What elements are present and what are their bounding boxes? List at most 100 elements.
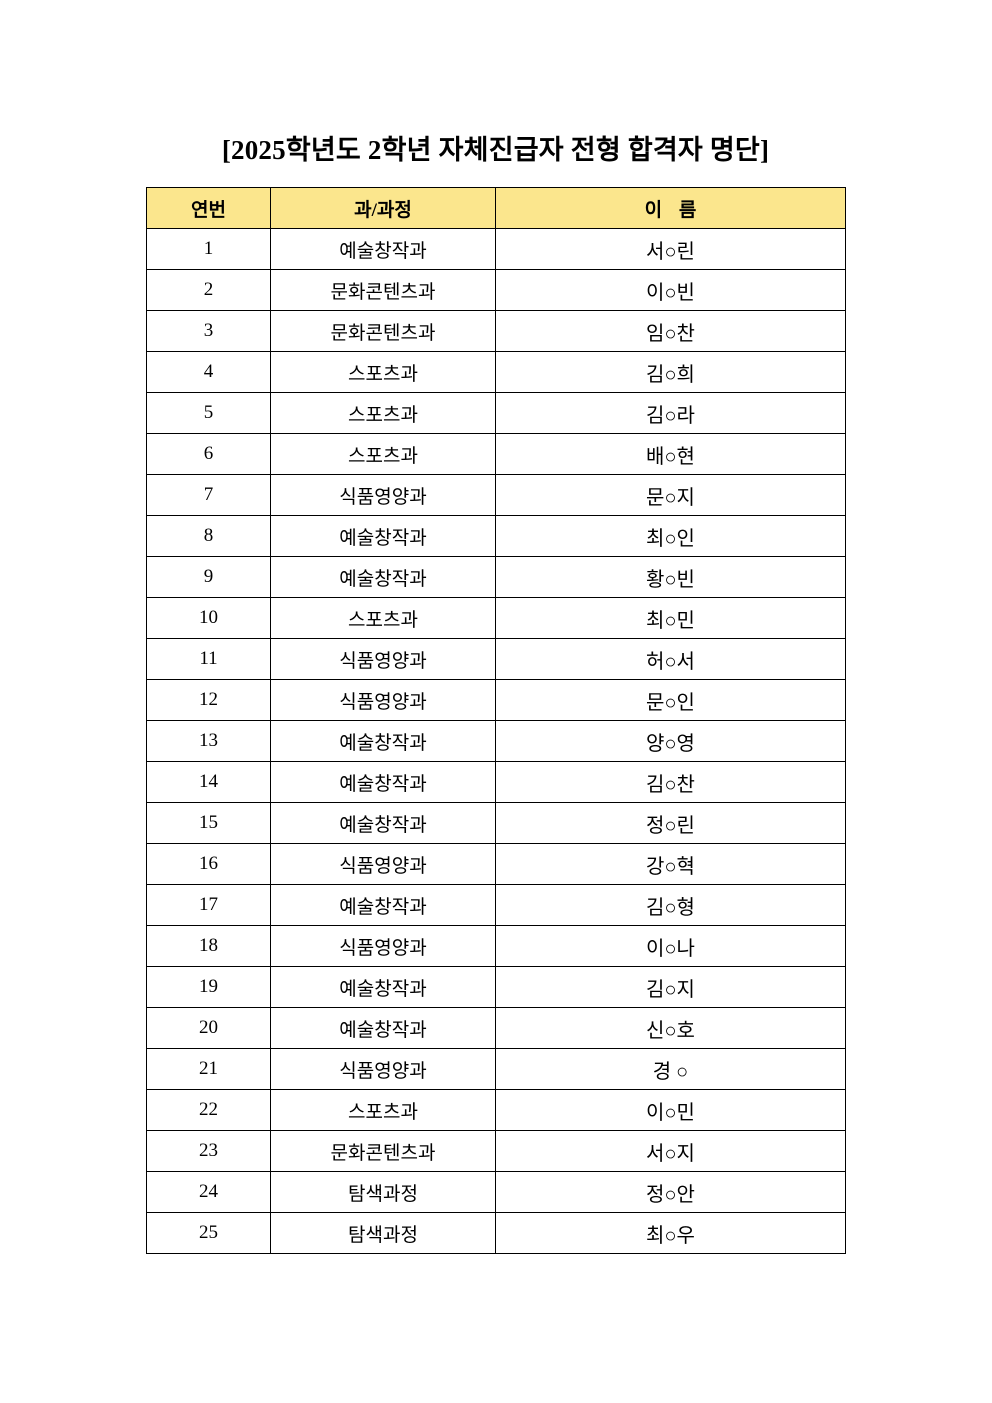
cell-number: 10 (146, 597, 271, 639)
cell-department: 탐색과정 (270, 1212, 496, 1254)
cell-department: 예술창작과 (270, 802, 496, 844)
table-row: 18 식품영양과 이○나 (146, 925, 846, 967)
cell-name: 김○희 (495, 351, 846, 393)
cell-name: 최○우 (495, 1212, 846, 1254)
table-row: 19 예술창작과 김○지 (146, 966, 846, 1008)
cell-department: 문화콘텐츠과 (270, 310, 496, 352)
table-row: 4 스포츠과 김○희 (146, 351, 846, 393)
cell-number: 4 (146, 351, 271, 393)
table-row: 2 문화콘텐츠과 이○빈 (146, 269, 846, 311)
cell-department: 예술창작과 (270, 228, 496, 270)
cell-number: 15 (146, 802, 271, 844)
cell-number: 2 (146, 269, 271, 311)
cell-number: 25 (146, 1212, 271, 1254)
cell-department: 예술창작과 (270, 515, 496, 557)
cell-number: 1 (146, 228, 271, 270)
cell-department: 식품영양과 (270, 679, 496, 721)
table-row: 22 스포츠과 이○민 (146, 1089, 846, 1131)
table-row: 15 예술창작과 정○린 (146, 802, 846, 844)
table-row: 21 식품영양과 경 ○ (146, 1048, 846, 1090)
cell-name: 경 ○ (495, 1048, 846, 1090)
table-row: 14 예술창작과 김○찬 (146, 761, 846, 803)
admitted-students-table: 연번 과/과정 이 름 1 예술창작과 서○린 2 문화콘텐츠과 이○빈 3 문화콘텐츠과 임○… (146, 187, 846, 1254)
cell-number: 22 (146, 1089, 271, 1131)
cell-department: 스포츠과 (270, 433, 496, 475)
table-row: 6 스포츠과 배○현 (146, 433, 846, 475)
cell-number: 23 (146, 1130, 271, 1172)
cell-name: 서○린 (495, 228, 846, 270)
cell-name: 정○린 (495, 802, 846, 844)
cell-name: 배○현 (495, 433, 846, 475)
cell-number: 8 (146, 515, 271, 557)
cell-number: 12 (146, 679, 271, 721)
cell-name: 강○혁 (495, 843, 846, 885)
cell-department: 스포츠과 (270, 1089, 496, 1131)
table-row: 24 탐색과정 정○안 (146, 1171, 846, 1213)
page-title: [2025학년도 2학년 자체진급자 전형 합격자 명단] (221, 135, 770, 165)
table-row: 25 탐색과정 최○우 (146, 1212, 846, 1254)
cell-department: 스포츠과 (270, 392, 496, 434)
cell-number: 16 (146, 843, 271, 885)
cell-name: 김○찬 (495, 761, 846, 803)
cell-name: 이○나 (495, 925, 846, 967)
table-row: 8 예술창작과 최○인 (146, 515, 846, 557)
table-row: 5 스포츠과 김○라 (146, 392, 846, 434)
cell-department: 식품영양과 (270, 474, 496, 516)
cell-department: 문화콘텐츠과 (270, 269, 496, 311)
cell-name: 김○형 (495, 884, 846, 926)
table-row: 23 문화콘텐츠과 서○지 (146, 1130, 846, 1172)
cell-department: 문화콘텐츠과 (270, 1130, 496, 1172)
cell-number: 21 (146, 1048, 271, 1090)
table-row: 3 문화콘텐츠과 임○찬 (146, 310, 846, 352)
cell-department: 예술창작과 (270, 1007, 496, 1049)
cell-name: 이○민 (495, 1089, 846, 1131)
cell-name: 최○민 (495, 597, 846, 639)
cell-number: 11 (146, 638, 271, 680)
cell-department: 스포츠과 (270, 351, 496, 393)
table-row: 10 스포츠과 최○민 (146, 597, 846, 639)
cell-number: 3 (146, 310, 271, 352)
cell-number: 17 (146, 884, 271, 926)
cell-department: 식품영양과 (270, 638, 496, 680)
cell-number: 24 (146, 1171, 271, 1213)
cell-department: 탐색과정 (270, 1171, 496, 1213)
cell-number: 20 (146, 1007, 271, 1049)
cell-department: 스포츠과 (270, 597, 496, 639)
cell-name: 김○지 (495, 966, 846, 1008)
cell-number: 9 (146, 556, 271, 598)
cell-number: 7 (146, 474, 271, 516)
cell-number: 14 (146, 761, 271, 803)
table-row: 11 식품영양과 허○서 (146, 638, 846, 680)
table-row: 13 예술창작과 양○영 (146, 720, 846, 762)
cell-name: 임○찬 (495, 310, 846, 352)
cell-department: 예술창작과 (270, 761, 496, 803)
cell-department: 식품영양과 (270, 925, 496, 967)
cell-department: 예술창작과 (270, 966, 496, 1008)
cell-name: 문○지 (495, 474, 846, 516)
column-header-department: 과/과정 (270, 187, 496, 229)
table-header: 연번 과/과정 이 름 (146, 187, 846, 229)
table-body: 1 예술창작과 서○린 2 문화콘텐츠과 이○빈 3 문화콘텐츠과 임○찬 4 스포츠과 김○희 5 스포… (146, 228, 846, 1254)
table-row: 9 예술창작과 황○빈 (146, 556, 846, 598)
cell-name: 김○라 (495, 392, 846, 434)
table-header-row: 연번 과/과정 이 름 (146, 187, 846, 229)
table-row: 17 예술창작과 김○형 (146, 884, 846, 926)
cell-name: 신○호 (495, 1007, 846, 1049)
cell-name: 정○안 (495, 1171, 846, 1213)
table-row: 7 식품영양과 문○지 (146, 474, 846, 516)
cell-name: 허○서 (495, 638, 846, 680)
cell-name: 황○빈 (495, 556, 846, 598)
cell-name: 이○빈 (495, 269, 846, 311)
cell-number: 5 (146, 392, 271, 434)
table-row: 1 예술창작과 서○린 (146, 228, 846, 270)
cell-name: 문○인 (495, 679, 846, 721)
cell-department: 예술창작과 (270, 720, 496, 762)
cell-number: 19 (146, 966, 271, 1008)
cell-department: 예술창작과 (270, 884, 496, 926)
cell-name: 서○지 (495, 1130, 846, 1172)
table-row: 12 식품영양과 문○인 (146, 679, 846, 721)
column-header-name: 이 름 (495, 187, 846, 229)
cell-department: 예술창작과 (270, 556, 496, 598)
cell-number: 13 (146, 720, 271, 762)
